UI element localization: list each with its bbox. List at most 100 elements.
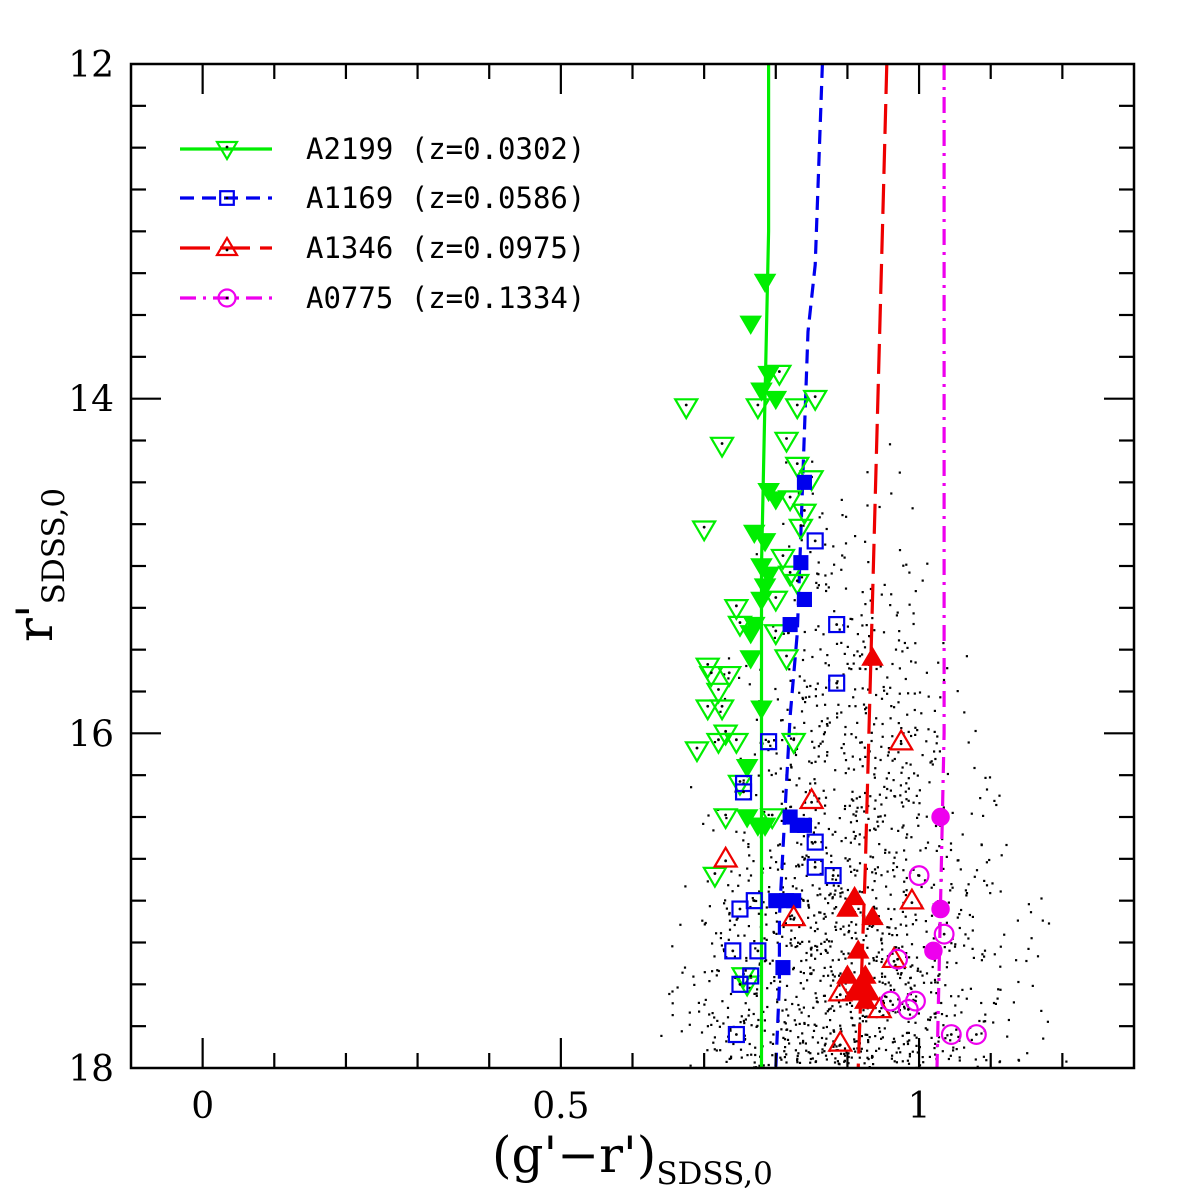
background-point xyxy=(901,766,904,769)
background-point xyxy=(837,884,840,888)
background-point xyxy=(824,1054,828,1057)
background-point xyxy=(782,1036,785,1039)
background-point xyxy=(992,1021,995,1024)
background-point xyxy=(795,995,798,998)
background-point xyxy=(841,514,844,517)
background-point xyxy=(832,1029,835,1032)
background-point xyxy=(837,874,840,877)
background-point xyxy=(893,875,896,878)
background-point xyxy=(881,948,884,951)
background-point xyxy=(984,1013,987,1016)
background-point xyxy=(717,969,720,973)
background-point xyxy=(788,668,791,671)
background-point xyxy=(821,1048,824,1051)
background-point xyxy=(854,688,857,691)
background-point xyxy=(954,1004,957,1007)
background-point xyxy=(861,687,864,690)
background-point xyxy=(811,842,814,845)
background-point xyxy=(840,498,843,501)
background-point xyxy=(970,812,973,815)
open-marker-1 xyxy=(828,674,846,692)
open-marker-0 xyxy=(701,866,728,889)
background-point xyxy=(915,1036,918,1039)
background-point xyxy=(729,1057,733,1060)
background-point xyxy=(908,1013,912,1016)
background-point xyxy=(831,912,834,915)
background-point xyxy=(875,717,878,720)
background-point xyxy=(938,845,941,848)
background-point xyxy=(728,928,732,931)
background-point xyxy=(894,648,898,651)
background-point xyxy=(823,940,826,943)
marker-center-dot xyxy=(788,495,792,499)
background-point xyxy=(828,940,831,943)
open-marker-1 xyxy=(828,615,846,634)
background-point xyxy=(815,1000,818,1003)
background-point xyxy=(830,1053,834,1056)
background-point xyxy=(942,806,945,809)
background-point xyxy=(846,888,849,892)
background-point xyxy=(789,805,793,808)
background-point xyxy=(985,1059,988,1062)
background-point xyxy=(946,1034,949,1037)
legend-label: A1169 (z=0.0586) xyxy=(306,181,585,215)
background-point xyxy=(850,937,853,940)
marker-center-dot xyxy=(785,654,788,658)
background-point xyxy=(800,710,804,713)
background-point xyxy=(995,803,998,807)
background-point xyxy=(878,843,881,846)
background-point xyxy=(833,788,836,791)
background-point xyxy=(899,973,902,976)
background-point xyxy=(924,847,927,850)
background-point xyxy=(798,1022,801,1025)
background-point xyxy=(908,1039,911,1042)
background-point xyxy=(753,1061,756,1064)
background-point xyxy=(999,965,1002,968)
background-point xyxy=(816,927,819,931)
background-point xyxy=(715,974,718,977)
background-point xyxy=(809,966,812,969)
background-point xyxy=(713,1036,716,1039)
background-point xyxy=(854,705,857,708)
background-point xyxy=(814,826,817,829)
background-point xyxy=(932,883,936,886)
background-point xyxy=(937,661,940,664)
open-marker-0 xyxy=(723,732,750,755)
background-point xyxy=(902,824,905,827)
background-point xyxy=(825,846,828,849)
background-point xyxy=(980,959,983,962)
open-marker-0 xyxy=(684,741,710,764)
background-point xyxy=(956,690,959,693)
background-point xyxy=(679,923,682,926)
background-point xyxy=(908,1052,911,1056)
background-point xyxy=(826,754,829,757)
background-point xyxy=(701,919,704,922)
background-point xyxy=(773,979,776,983)
background-point xyxy=(833,1061,837,1064)
open-marker-0 xyxy=(694,699,721,722)
background-point xyxy=(893,757,896,761)
background-point xyxy=(680,1030,683,1033)
background-point xyxy=(817,573,820,576)
background-point xyxy=(840,950,843,953)
filled-marker-2 xyxy=(846,939,870,959)
background-point xyxy=(866,1056,869,1059)
background-point xyxy=(928,1018,931,1022)
background-point xyxy=(766,987,769,990)
background-point xyxy=(854,1030,857,1033)
background-point xyxy=(774,687,777,691)
background-point xyxy=(882,685,885,689)
background-point xyxy=(870,739,873,743)
background-point xyxy=(873,880,876,883)
background-point xyxy=(727,884,730,887)
marker-center-dot xyxy=(878,1010,882,1013)
background-point xyxy=(729,992,733,996)
background-point xyxy=(868,635,871,638)
background-point xyxy=(799,1042,802,1045)
background-point xyxy=(947,901,950,904)
background-point xyxy=(922,981,926,984)
open-marker-1 xyxy=(724,942,742,960)
open-marker-0 xyxy=(784,573,811,596)
background-point xyxy=(843,1047,847,1050)
background-point xyxy=(819,952,822,955)
